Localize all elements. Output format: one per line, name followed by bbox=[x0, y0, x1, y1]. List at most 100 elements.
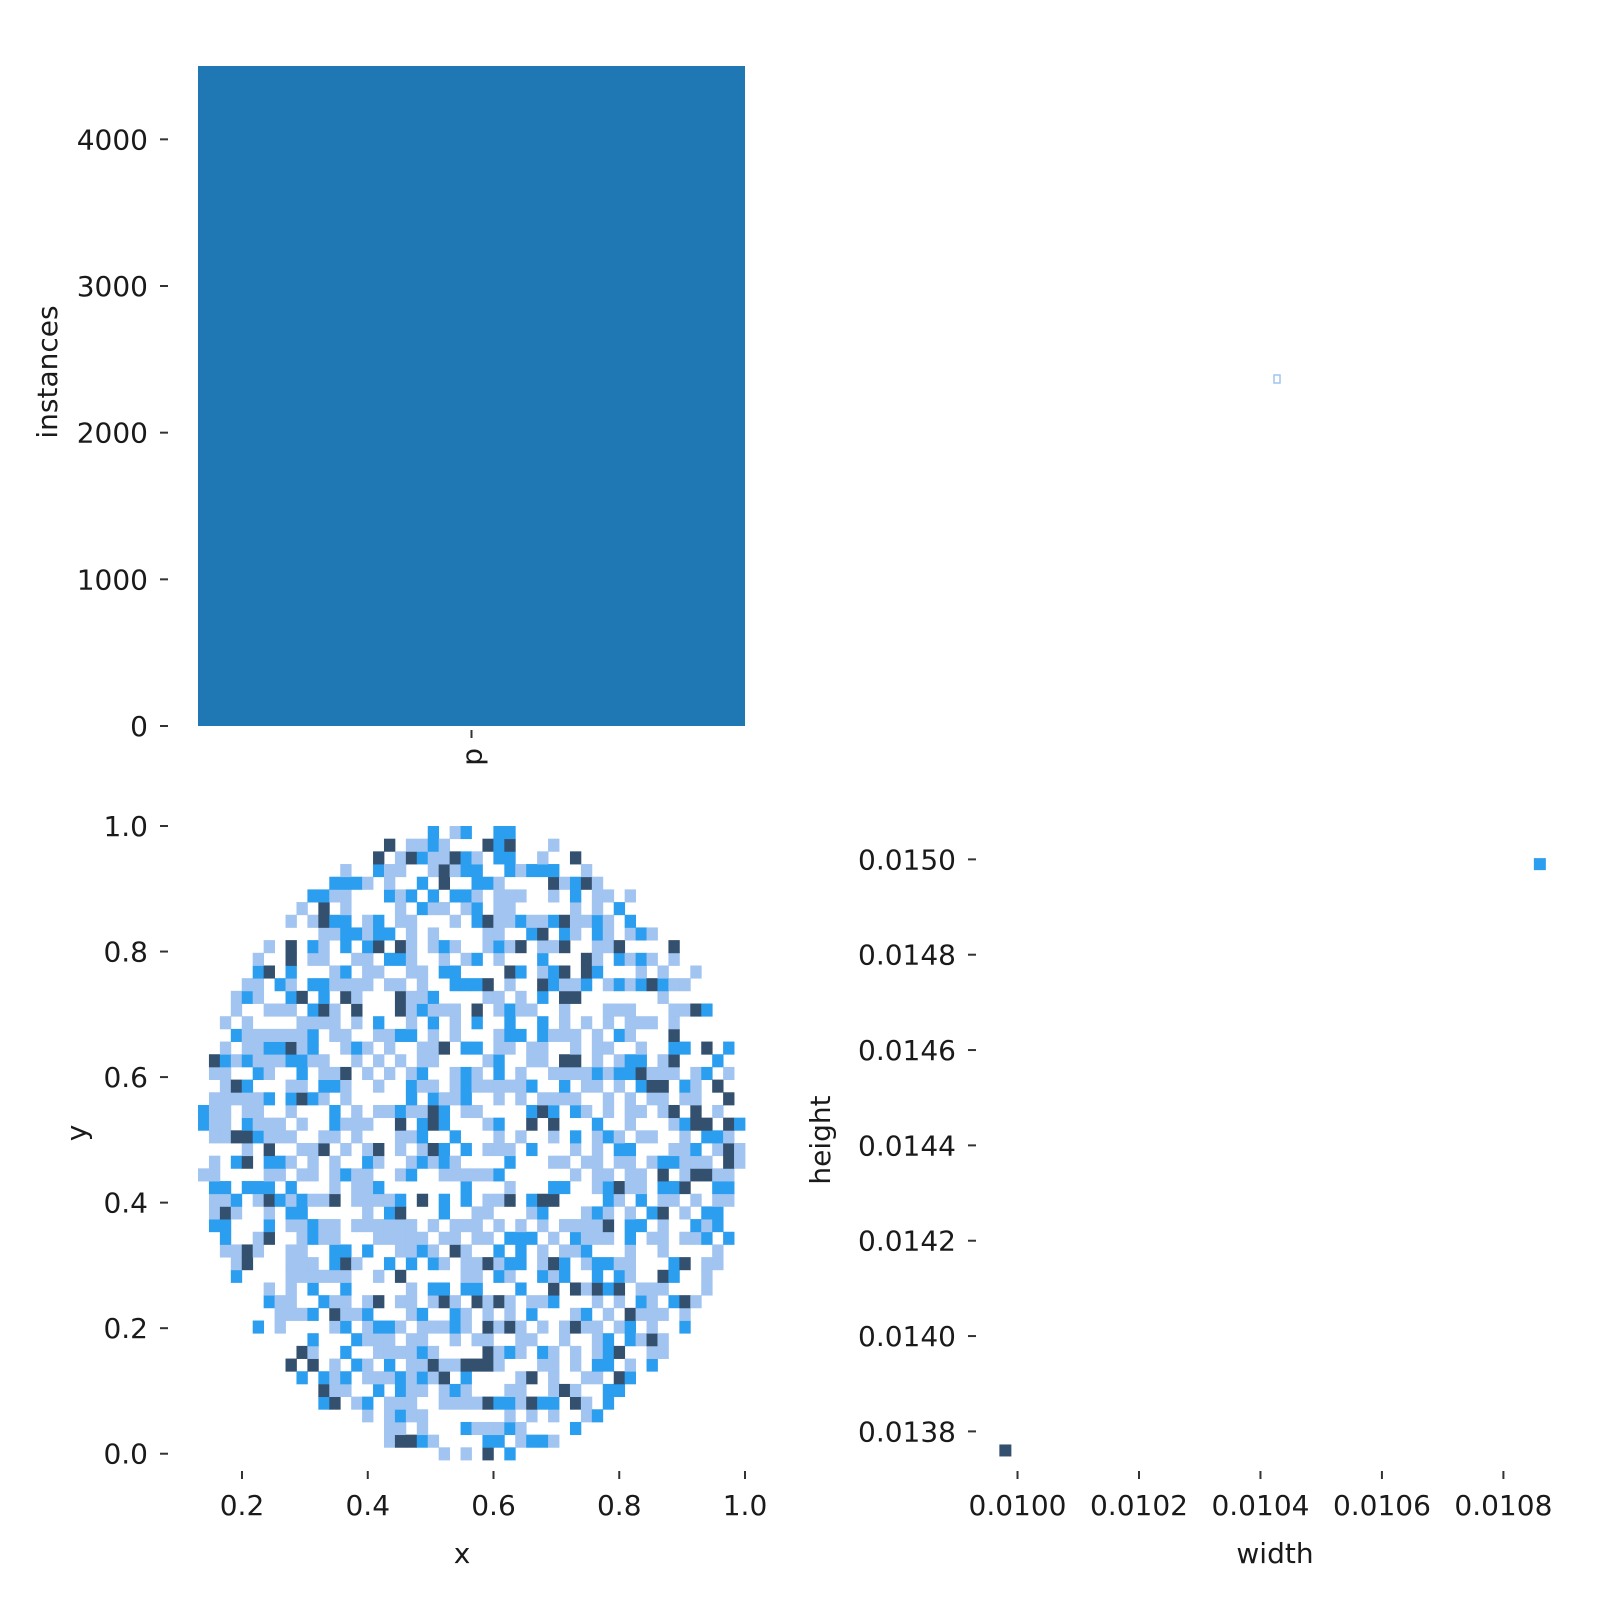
heatmap-cell bbox=[351, 1168, 363, 1182]
heatmap-cell bbox=[340, 1168, 352, 1182]
heatmap-cell bbox=[559, 1016, 571, 1030]
heatmap-cell bbox=[471, 1041, 483, 1055]
x-tick-label: 0.0104 bbox=[1211, 1489, 1309, 1522]
heatmap-cell bbox=[318, 1079, 330, 1093]
heatmap-cell bbox=[624, 1003, 636, 1017]
heatmap-cell bbox=[394, 1320, 407, 1334]
heatmap-cell bbox=[668, 1054, 680, 1068]
heatmap-cell bbox=[591, 1282, 604, 1296]
heatmap-cell bbox=[340, 1257, 352, 1271]
heatmap-cell bbox=[394, 1130, 407, 1144]
heatmap-cell bbox=[285, 1193, 297, 1207]
heatmap-cell bbox=[383, 1257, 396, 1271]
heatmap-cell bbox=[318, 1396, 330, 1410]
heatmap-cell bbox=[263, 1143, 275, 1157]
heatmap-cell bbox=[723, 1066, 735, 1080]
heatmap-cell bbox=[679, 1130, 691, 1144]
heatmap-cell bbox=[296, 1092, 308, 1106]
heatmap-cell bbox=[362, 1143, 374, 1157]
heatmap-cell bbox=[230, 1130, 243, 1144]
heatmap-cell bbox=[668, 1041, 680, 1055]
heatmap-cell bbox=[351, 1016, 363, 1030]
heatmap-cell bbox=[373, 1143, 385, 1157]
heatmap-cell bbox=[329, 1396, 341, 1410]
heatmap-cell bbox=[635, 965, 647, 979]
heatmap-cell bbox=[668, 1028, 680, 1042]
heatmap-cell bbox=[405, 952, 418, 966]
heatmap-cell bbox=[635, 1307, 647, 1321]
heatmap-cell bbox=[482, 1054, 494, 1068]
heatmap-cell bbox=[580, 1231, 593, 1245]
heatmap-cell bbox=[734, 1155, 746, 1169]
heatmap-cell bbox=[668, 940, 680, 954]
heatmap-cell bbox=[602, 1333, 615, 1347]
heatmap-cell bbox=[591, 1079, 604, 1093]
heatmap-cell bbox=[591, 914, 604, 928]
heatmap-cell bbox=[362, 1371, 374, 1385]
heatmap-cell bbox=[569, 1345, 582, 1359]
heatmap-cell bbox=[701, 1155, 713, 1169]
heatmap-cell bbox=[449, 914, 461, 928]
heatmap-cell bbox=[679, 1320, 691, 1334]
heatmap-cell bbox=[405, 889, 418, 903]
heatmap-cell bbox=[580, 1155, 593, 1169]
heatmap-cell bbox=[548, 1066, 560, 1080]
heatmap-cell bbox=[373, 1016, 385, 1030]
heatmap-cell bbox=[471, 1282, 483, 1296]
heatmap-cell bbox=[340, 1295, 352, 1309]
heatmap-cell bbox=[394, 1219, 407, 1233]
heatmap-cell bbox=[383, 1371, 396, 1385]
heatmap-cell bbox=[624, 1104, 636, 1119]
heatmap-cell bbox=[208, 1181, 221, 1195]
heatmap-cell bbox=[405, 851, 418, 865]
heatmap-cell bbox=[351, 1193, 363, 1207]
y-tick-label: 0.2 bbox=[103, 1312, 148, 1345]
heatmap-cell bbox=[394, 864, 407, 878]
heatmap-cell bbox=[657, 1333, 669, 1347]
heatmap-cell bbox=[405, 1079, 418, 1093]
heatmap-cell bbox=[734, 1117, 746, 1131]
heatmap-cell bbox=[559, 1092, 571, 1106]
heatmap-cell bbox=[438, 851, 451, 865]
heatmap-cell bbox=[526, 927, 538, 941]
y-tick-label: 0.0150 bbox=[858, 843, 956, 876]
heatmap-cell bbox=[482, 1358, 494, 1372]
heatmap-cell bbox=[285, 1358, 297, 1372]
heatmap-cell bbox=[318, 902, 330, 916]
heatmap-cell bbox=[482, 1168, 494, 1182]
heatmap-cell bbox=[723, 1193, 735, 1207]
heatmap-cell bbox=[296, 902, 308, 916]
heatmap-cell bbox=[329, 1003, 341, 1017]
heatmap-cell bbox=[569, 1231, 582, 1245]
heatmap-cell bbox=[405, 1028, 418, 1042]
heatmap-cell bbox=[493, 927, 505, 941]
heatmap-cell bbox=[438, 1257, 451, 1271]
heatmap-cell bbox=[427, 1155, 440, 1169]
heatmap-cell bbox=[537, 1320, 549, 1334]
heatmap-cell bbox=[679, 1117, 691, 1131]
heatmap-cell bbox=[613, 1143, 626, 1157]
heatmap-cell bbox=[252, 1092, 265, 1106]
heatmap-cell bbox=[690, 1295, 702, 1309]
heatmap-cell bbox=[635, 1104, 647, 1119]
heatmap-cell bbox=[482, 1333, 494, 1347]
heatmap-cell bbox=[263, 1092, 275, 1106]
heatmap-cell bbox=[559, 1244, 571, 1258]
heatmap-cell bbox=[548, 940, 560, 954]
heatmap-cell bbox=[602, 1345, 615, 1359]
heatmap-cell bbox=[668, 1257, 680, 1271]
heatmap-cell bbox=[504, 838, 516, 852]
heatmap-cell bbox=[405, 1231, 418, 1245]
heatmap-cell bbox=[394, 1244, 407, 1258]
heatmap-cell bbox=[591, 927, 604, 941]
y-axis-label: instances bbox=[31, 305, 64, 438]
heatmap-cell bbox=[493, 1041, 505, 1055]
heatmap-cell bbox=[635, 1295, 647, 1309]
heatmap-cell bbox=[198, 1168, 210, 1182]
heatmap-cell bbox=[559, 965, 571, 979]
heatmap-cell bbox=[285, 1181, 297, 1195]
heatmap-cell bbox=[537, 1396, 549, 1410]
heatmap-cell bbox=[394, 978, 407, 992]
heatmap-cell bbox=[668, 1117, 680, 1131]
heatmap-cell bbox=[208, 1206, 221, 1220]
